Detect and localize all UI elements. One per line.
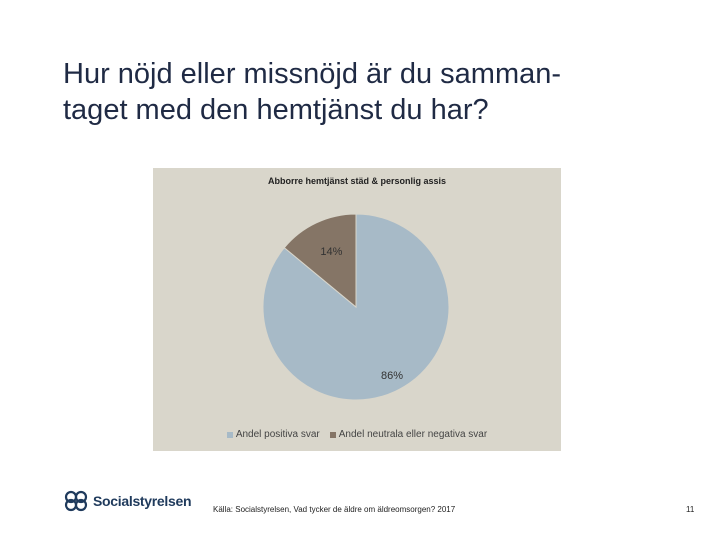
chart-title: Abborre hemtjänst städ & personlig assis xyxy=(267,176,447,186)
legend-swatch-negative xyxy=(329,431,336,438)
legend-label-positive: Andel positiva svar xyxy=(235,429,320,440)
pie-label-positive: 86% xyxy=(381,370,403,382)
slide-title: Hur nöjd eller missnöjd är du samman- ta… xyxy=(63,58,562,126)
logo-text: Socialstyrelsen xyxy=(93,493,192,509)
socialstyrelsen-logo-icon xyxy=(64,490,88,512)
legend-label-negative: Andel neutrala eller negativa svar xyxy=(338,429,488,440)
source-citation: Källa: Socialstyrelsen, Vad tycker de äl… xyxy=(213,505,456,514)
page-number: 11 xyxy=(686,505,695,514)
chart-panel: 86% 14% Abborre hemtjänst städ & personli… xyxy=(153,168,561,451)
pie-slice-positive xyxy=(262,213,450,401)
legend-swatch-positive xyxy=(226,431,233,438)
legend-item-negative: Andel neutrala eller negativa svar xyxy=(329,429,488,440)
pie-chart: 86% 14% xyxy=(262,213,450,401)
socialstyrelsen-logo: Socialstyrelsen xyxy=(64,488,192,514)
legend-item-positive: Andel positiva svar xyxy=(226,429,320,440)
pie-label-negative: 14% xyxy=(320,246,342,258)
pie-slice-negative xyxy=(283,213,357,309)
chart-legend: Andel positiva svar Andel neutrala eller… xyxy=(153,429,561,440)
